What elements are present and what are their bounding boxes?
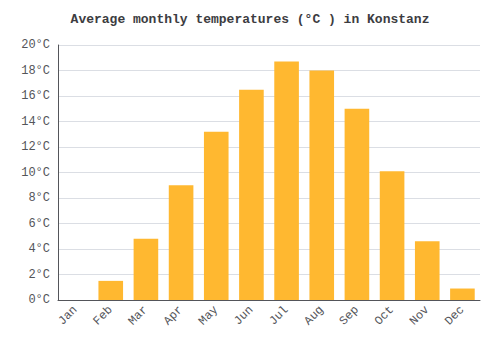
svg-text:4°C: 4°C: [28, 242, 50, 256]
svg-text:Jun: Jun: [231, 303, 256, 328]
svg-text:2°C: 2°C: [28, 268, 50, 282]
svg-text:May: May: [196, 303, 221, 328]
svg-text:0°C: 0°C: [28, 293, 50, 307]
svg-text:Jul: Jul: [266, 303, 291, 328]
svg-text:8°C: 8°C: [28, 191, 50, 205]
svg-text:Apr: Apr: [161, 303, 186, 328]
svg-text:12°C: 12°C: [21, 140, 50, 154]
svg-text:6°C: 6°C: [28, 217, 50, 231]
svg-text:Sep: Sep: [337, 303, 362, 328]
svg-text:Average monthly temperatures (: Average monthly temperatures (°C ) in Ko…: [71, 12, 430, 27]
svg-text:10°C: 10°C: [21, 166, 50, 180]
svg-text:16°C: 16°C: [21, 89, 50, 103]
svg-text:14°C: 14°C: [21, 115, 50, 129]
svg-text:Aug: Aug: [302, 303, 327, 328]
svg-text:Dec: Dec: [442, 303, 467, 328]
svg-text:18°C: 18°C: [21, 64, 50, 78]
svg-text:Jan: Jan: [55, 303, 80, 328]
svg-text:Nov: Nov: [407, 303, 432, 328]
svg-text:Mar: Mar: [126, 303, 151, 328]
svg-text:20°C: 20°C: [21, 38, 50, 52]
svg-text:Oct: Oct: [372, 303, 397, 328]
svg-text:Feb: Feb: [91, 303, 116, 328]
